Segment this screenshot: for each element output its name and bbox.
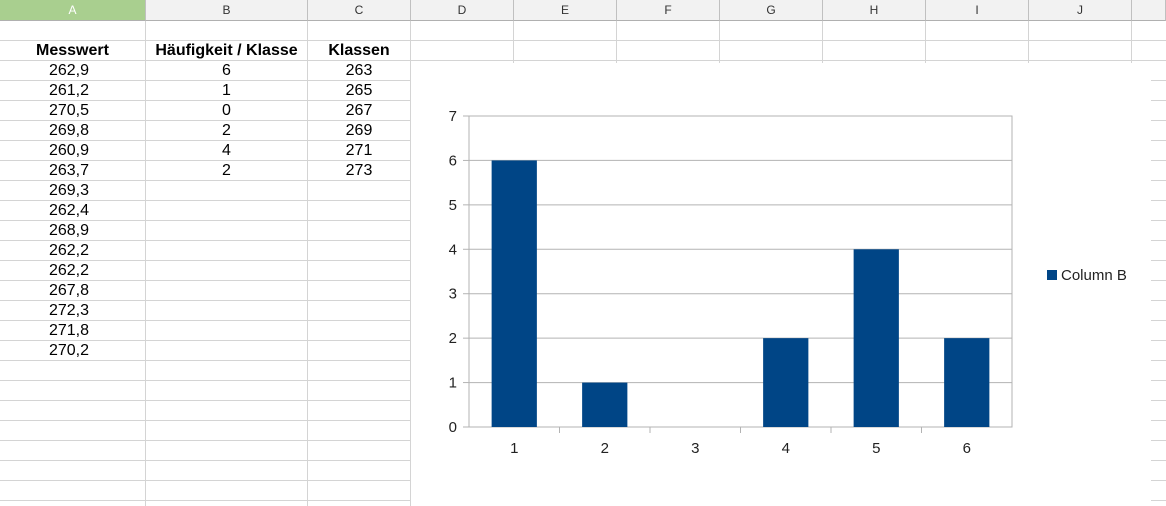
cell-a4[interactable]: 270,5 bbox=[48, 102, 90, 119]
cell-a7[interactable]: 263,7 bbox=[48, 162, 90, 179]
cell-a3[interactable]: 261,2 bbox=[48, 82, 90, 99]
column-header-b[interactable]: B bbox=[146, 0, 308, 21]
y-tick-label: 6 bbox=[449, 152, 457, 169]
column-header-f[interactable]: F bbox=[617, 0, 720, 21]
cell-b6[interactable]: 4 bbox=[222, 142, 231, 159]
column-header-g[interactable]: G bbox=[720, 0, 823, 21]
column-header-a[interactable]: A bbox=[0, 0, 146, 21]
cell-a6[interactable]: 260,9 bbox=[48, 142, 90, 159]
cell-a2[interactable]: 262,9 bbox=[48, 62, 90, 79]
cell-b5[interactable]: 2 bbox=[222, 122, 231, 139]
x-tick-label: 1 bbox=[510, 440, 518, 457]
cell-a8[interactable]: 269,3 bbox=[48, 182, 90, 199]
cell-c2[interactable]: 263 bbox=[345, 62, 373, 79]
cell-c3[interactable]: 265 bbox=[345, 82, 373, 99]
y-tick-label: 5 bbox=[449, 197, 457, 214]
column-gridline bbox=[307, 21, 308, 506]
cell-a12[interactable]: 262,2 bbox=[48, 262, 90, 279]
y-tick-label: 7 bbox=[449, 108, 457, 125]
cell-a9[interactable]: 262,4 bbox=[48, 202, 90, 219]
x-tick-label: 3 bbox=[691, 440, 699, 457]
column-gridline bbox=[410, 21, 411, 506]
column-gridline bbox=[145, 21, 146, 506]
column-header-d[interactable]: D bbox=[411, 0, 514, 21]
cell-c4[interactable]: 267 bbox=[345, 102, 373, 119]
y-tick-label: 0 bbox=[449, 419, 457, 436]
cell-a15[interactable]: 271,8 bbox=[48, 322, 90, 339]
cell-b7[interactable]: 2 bbox=[222, 162, 231, 179]
bar-chart[interactable]: 0 1 2 3 4 5 6 7 1 2 3 4 5 6 Column B bbox=[411, 63, 1151, 506]
cell-a1[interactable]: Messwert bbox=[36, 42, 109, 59]
row-gridline bbox=[0, 40, 1166, 41]
x-tick-label: 6 bbox=[963, 440, 971, 457]
cell-a10[interactable]: 268,9 bbox=[48, 222, 90, 239]
x-tick-label: 5 bbox=[872, 440, 880, 457]
cell-b1[interactable]: Häufigkeit / Klasse bbox=[155, 42, 298, 59]
cell-c6[interactable]: 271 bbox=[345, 142, 373, 159]
cell-a11[interactable]: 262,2 bbox=[48, 242, 90, 259]
cell-a5[interactable]: 269,8 bbox=[48, 122, 90, 139]
cell-b3[interactable]: 1 bbox=[222, 82, 231, 99]
bar-1 bbox=[491, 160, 537, 427]
bar-2 bbox=[582, 382, 628, 427]
column-header-j[interactable]: J bbox=[1029, 0, 1132, 21]
legend-label: Column B bbox=[1061, 267, 1127, 284]
bar-6 bbox=[944, 338, 990, 427]
cell-c1[interactable]: Klassen bbox=[328, 42, 390, 59]
row-gridline bbox=[0, 60, 1166, 61]
cell-b2[interactable]: 6 bbox=[222, 62, 231, 79]
cell-c7[interactable]: 273 bbox=[345, 162, 373, 179]
cell-a16[interactable]: 270,2 bbox=[48, 342, 90, 359]
y-tick-label: 2 bbox=[449, 330, 457, 347]
y-tick-label: 3 bbox=[449, 286, 457, 303]
x-tick-label: 4 bbox=[782, 440, 790, 457]
column-header-c[interactable]: C bbox=[308, 0, 411, 21]
cell-c5[interactable]: 269 bbox=[345, 122, 373, 139]
column-header-filler bbox=[1132, 0, 1166, 21]
column-header-e[interactable]: E bbox=[514, 0, 617, 21]
cell-b4[interactable]: 0 bbox=[222, 102, 231, 119]
plot-area bbox=[468, 115, 1013, 428]
column-header-i[interactable]: I bbox=[926, 0, 1029, 21]
bar-4 bbox=[763, 338, 809, 427]
cell-a13[interactable]: 267,8 bbox=[48, 282, 90, 299]
chart-canvas: 0 1 2 3 4 5 6 7 1 2 3 4 5 6 Column B bbox=[449, 108, 1127, 457]
column-header-h[interactable]: H bbox=[823, 0, 926, 21]
cell-a14[interactable]: 272,3 bbox=[48, 302, 90, 319]
legend-swatch bbox=[1047, 270, 1057, 280]
bar-5 bbox=[853, 249, 899, 427]
y-tick-label: 4 bbox=[449, 241, 457, 258]
x-tick-label: 2 bbox=[601, 440, 609, 457]
y-tick-label: 1 bbox=[449, 375, 457, 392]
